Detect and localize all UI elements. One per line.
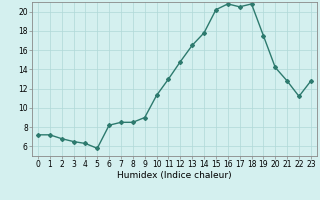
X-axis label: Humidex (Indice chaleur): Humidex (Indice chaleur): [117, 171, 232, 180]
